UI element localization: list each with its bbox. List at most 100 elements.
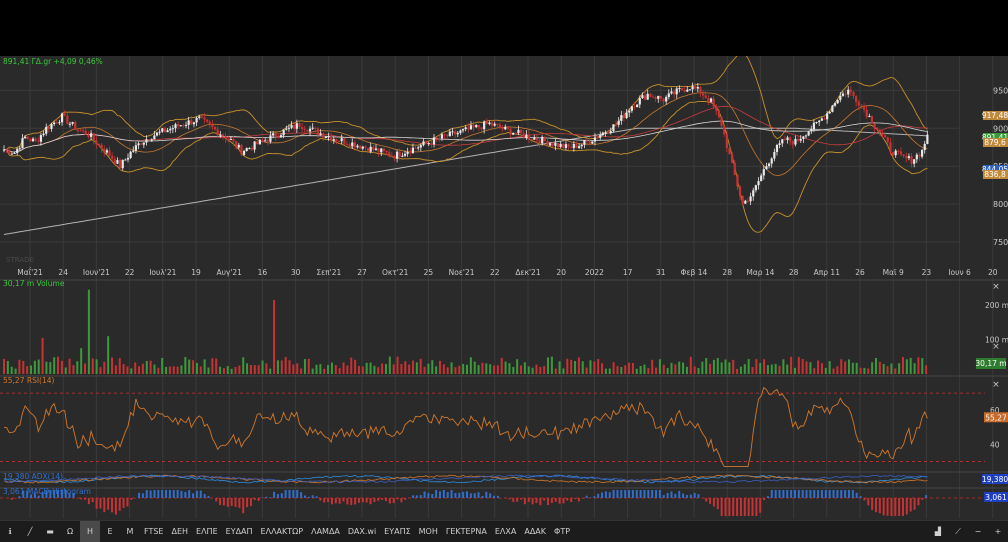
macd-bar	[820, 490, 823, 498]
info-icon[interactable]: ℹ	[8, 527, 12, 536]
volume-bar	[431, 360, 434, 374]
macd-bar	[855, 492, 858, 498]
chart-svg[interactable]: 750800850900950891,41 ΓΔ.gr +4,09 0,46%9…	[0, 56, 1008, 520]
macd-bar	[786, 490, 789, 498]
candle-body	[820, 118, 823, 121]
macd-bar	[527, 498, 530, 502]
candle-body	[232, 138, 235, 142]
zoom-in-icon[interactable]: +	[994, 527, 1002, 536]
symbol-button[interactable]: ΕΥΔΑΠ	[225, 527, 253, 536]
symbol-button[interactable]: DAX.wi	[347, 527, 377, 536]
candle-body	[607, 132, 610, 134]
volume-bar	[284, 356, 287, 374]
candle-body	[841, 93, 845, 96]
candle-body	[335, 139, 338, 141]
period-button[interactable]: Ε	[107, 527, 113, 536]
pen-icon[interactable]: ╱	[27, 527, 33, 536]
overlay-icon[interactable]: ⟋	[955, 526, 961, 536]
macd-bar	[554, 498, 557, 502]
volume-bar	[207, 367, 210, 374]
candle-body	[395, 151, 399, 159]
symbol-button[interactable]: ΔΕΗ	[171, 527, 189, 536]
chart-area[interactable]: 750800850900950891,41 ΓΔ.gr +4,09 0,46%9…	[0, 56, 1008, 520]
symbol-button[interactable]: ΕΛΛΑΚΤΩΡ	[260, 527, 304, 536]
macd-bar	[230, 498, 233, 506]
volume-bar	[682, 362, 685, 374]
volume-bar	[18, 359, 21, 374]
candle-body	[451, 131, 454, 133]
volume-bar	[820, 363, 823, 374]
symbol-button[interactable]: ΓΕΚΤΕΡΝΑ	[445, 527, 487, 536]
candle-body	[659, 95, 663, 99]
symbol-button[interactable]: FTSE	[144, 527, 164, 536]
candle-body	[583, 140, 586, 145]
symbol-button[interactable]: ΑΔΑΚ	[524, 527, 547, 536]
candle-body	[464, 127, 467, 130]
candle-body	[549, 143, 552, 146]
macd-bar	[863, 498, 866, 501]
macd-bar	[176, 490, 179, 498]
symbol-button[interactable]: ΜΟΗ	[418, 527, 438, 536]
candle-body	[388, 152, 391, 156]
symbol-button[interactable]: ΕΛΧΑ	[494, 527, 517, 536]
time-axis-label: Σεπ'21	[316, 268, 341, 277]
close-icon[interactable]: ×	[992, 282, 1000, 292]
symbol-button[interactable]: ΕΛΠΕ	[196, 527, 218, 536]
volume-bar	[516, 359, 519, 374]
candle-body	[717, 110, 721, 118]
candle-body	[129, 151, 132, 158]
macd-bar	[782, 490, 785, 498]
zoom-out-icon[interactable]: −	[974, 527, 982, 536]
macd-last-tag: 3,061	[985, 493, 1007, 502]
close-icon[interactable]: ×	[992, 342, 1000, 352]
time-axis-label: Νοε'21	[449, 268, 475, 277]
price-tag-bg	[983, 138, 1008, 147]
macd-bar	[172, 490, 175, 498]
macd-bar	[60, 490, 63, 498]
price-tag-bg	[983, 165, 1008, 174]
candle-body	[314, 127, 317, 129]
candle-body	[691, 86, 694, 90]
candle-body	[556, 142, 560, 147]
volume-bar	[442, 364, 445, 374]
volume-bar	[377, 367, 380, 374]
candle-body	[345, 143, 349, 145]
macd-bar	[886, 498, 889, 516]
volume-bar	[22, 360, 25, 374]
macd-bar	[898, 498, 901, 516]
symbol-button[interactable]: ΦΤΡ	[554, 527, 571, 536]
macd-bar	[670, 491, 673, 498]
macd-bar	[817, 490, 820, 498]
symbol-button[interactable]: ΛΑΜΔΑ	[311, 527, 340, 536]
chart-type-icon[interactable]: ▟	[934, 527, 942, 536]
volume-bar	[689, 356, 692, 374]
candle-body	[762, 169, 765, 176]
volume-bar	[813, 368, 816, 374]
volume-bar	[647, 368, 650, 374]
candle-body	[749, 196, 752, 202]
macd-bar	[867, 498, 870, 506]
period-button[interactable]: Η	[80, 520, 100, 542]
candle-body	[702, 93, 705, 96]
macd-bar	[249, 498, 252, 507]
volume-bar	[261, 360, 264, 374]
macd-bar	[419, 495, 422, 498]
candle-body	[601, 132, 604, 136]
candle-body	[633, 106, 636, 108]
period-button[interactable]: Ω	[66, 527, 74, 536]
volume-bar	[558, 361, 561, 374]
close-icon[interactable]: ×	[992, 380, 1000, 390]
macd-bar	[631, 490, 634, 498]
volume-bar	[33, 360, 36, 374]
macd-bar	[396, 498, 399, 500]
period-button[interactable]: Μ	[126, 527, 134, 536]
line-tool-icon[interactable]: ▬	[46, 527, 54, 536]
candle-body	[738, 186, 742, 196]
macd-bar	[840, 490, 843, 498]
candle-body	[118, 160, 122, 169]
macd-bar	[338, 498, 341, 504]
volume-bar	[643, 364, 646, 374]
candle-body	[390, 155, 393, 157]
macd-bar	[836, 490, 839, 498]
symbol-button[interactable]: ΕΥΑΠΣ	[384, 527, 411, 536]
